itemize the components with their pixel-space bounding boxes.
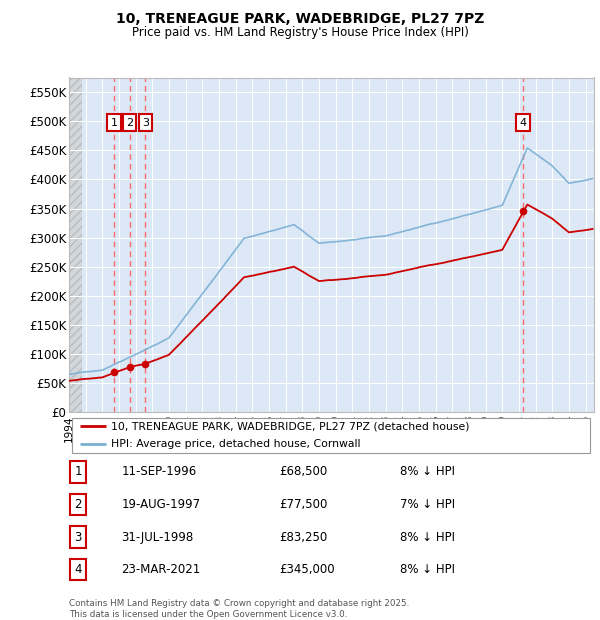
Text: 19-AUG-1997: 19-AUG-1997 bbox=[121, 498, 200, 511]
FancyBboxPatch shape bbox=[71, 417, 590, 453]
Text: 11-SEP-1996: 11-SEP-1996 bbox=[121, 466, 197, 479]
Text: Contains HM Land Registry data © Crown copyright and database right 2025.
This d: Contains HM Land Registry data © Crown c… bbox=[69, 600, 409, 619]
Text: 1: 1 bbox=[74, 466, 82, 479]
Text: 31-JUL-1998: 31-JUL-1998 bbox=[121, 531, 194, 544]
Text: 10, TRENEAGUE PARK, WADEBRIDGE, PL27 7PZ: 10, TRENEAGUE PARK, WADEBRIDGE, PL27 7PZ bbox=[116, 12, 484, 27]
Text: 4: 4 bbox=[74, 563, 82, 576]
Text: 8% ↓ HPI: 8% ↓ HPI bbox=[400, 563, 455, 576]
Text: HPI: Average price, detached house, Cornwall: HPI: Average price, detached house, Corn… bbox=[111, 439, 361, 449]
Text: 8% ↓ HPI: 8% ↓ HPI bbox=[400, 466, 455, 479]
Text: £68,500: £68,500 bbox=[279, 466, 327, 479]
Text: 2: 2 bbox=[74, 498, 82, 511]
Text: 1: 1 bbox=[110, 118, 118, 128]
Text: 2: 2 bbox=[126, 118, 133, 128]
Text: 4: 4 bbox=[519, 118, 526, 128]
Text: £345,000: £345,000 bbox=[279, 563, 335, 576]
Text: Price paid vs. HM Land Registry's House Price Index (HPI): Price paid vs. HM Land Registry's House … bbox=[131, 26, 469, 39]
Bar bbox=[69, 78, 82, 412]
Text: 3: 3 bbox=[74, 531, 82, 544]
Text: £83,250: £83,250 bbox=[279, 531, 327, 544]
Text: 3: 3 bbox=[142, 118, 149, 128]
Text: 8% ↓ HPI: 8% ↓ HPI bbox=[400, 531, 455, 544]
Text: £77,500: £77,500 bbox=[279, 498, 328, 511]
Text: 23-MAR-2021: 23-MAR-2021 bbox=[121, 563, 201, 576]
Text: 10, TRENEAGUE PARK, WADEBRIDGE, PL27 7PZ (detached house): 10, TRENEAGUE PARK, WADEBRIDGE, PL27 7PZ… bbox=[111, 422, 470, 432]
Text: 7% ↓ HPI: 7% ↓ HPI bbox=[400, 498, 455, 511]
